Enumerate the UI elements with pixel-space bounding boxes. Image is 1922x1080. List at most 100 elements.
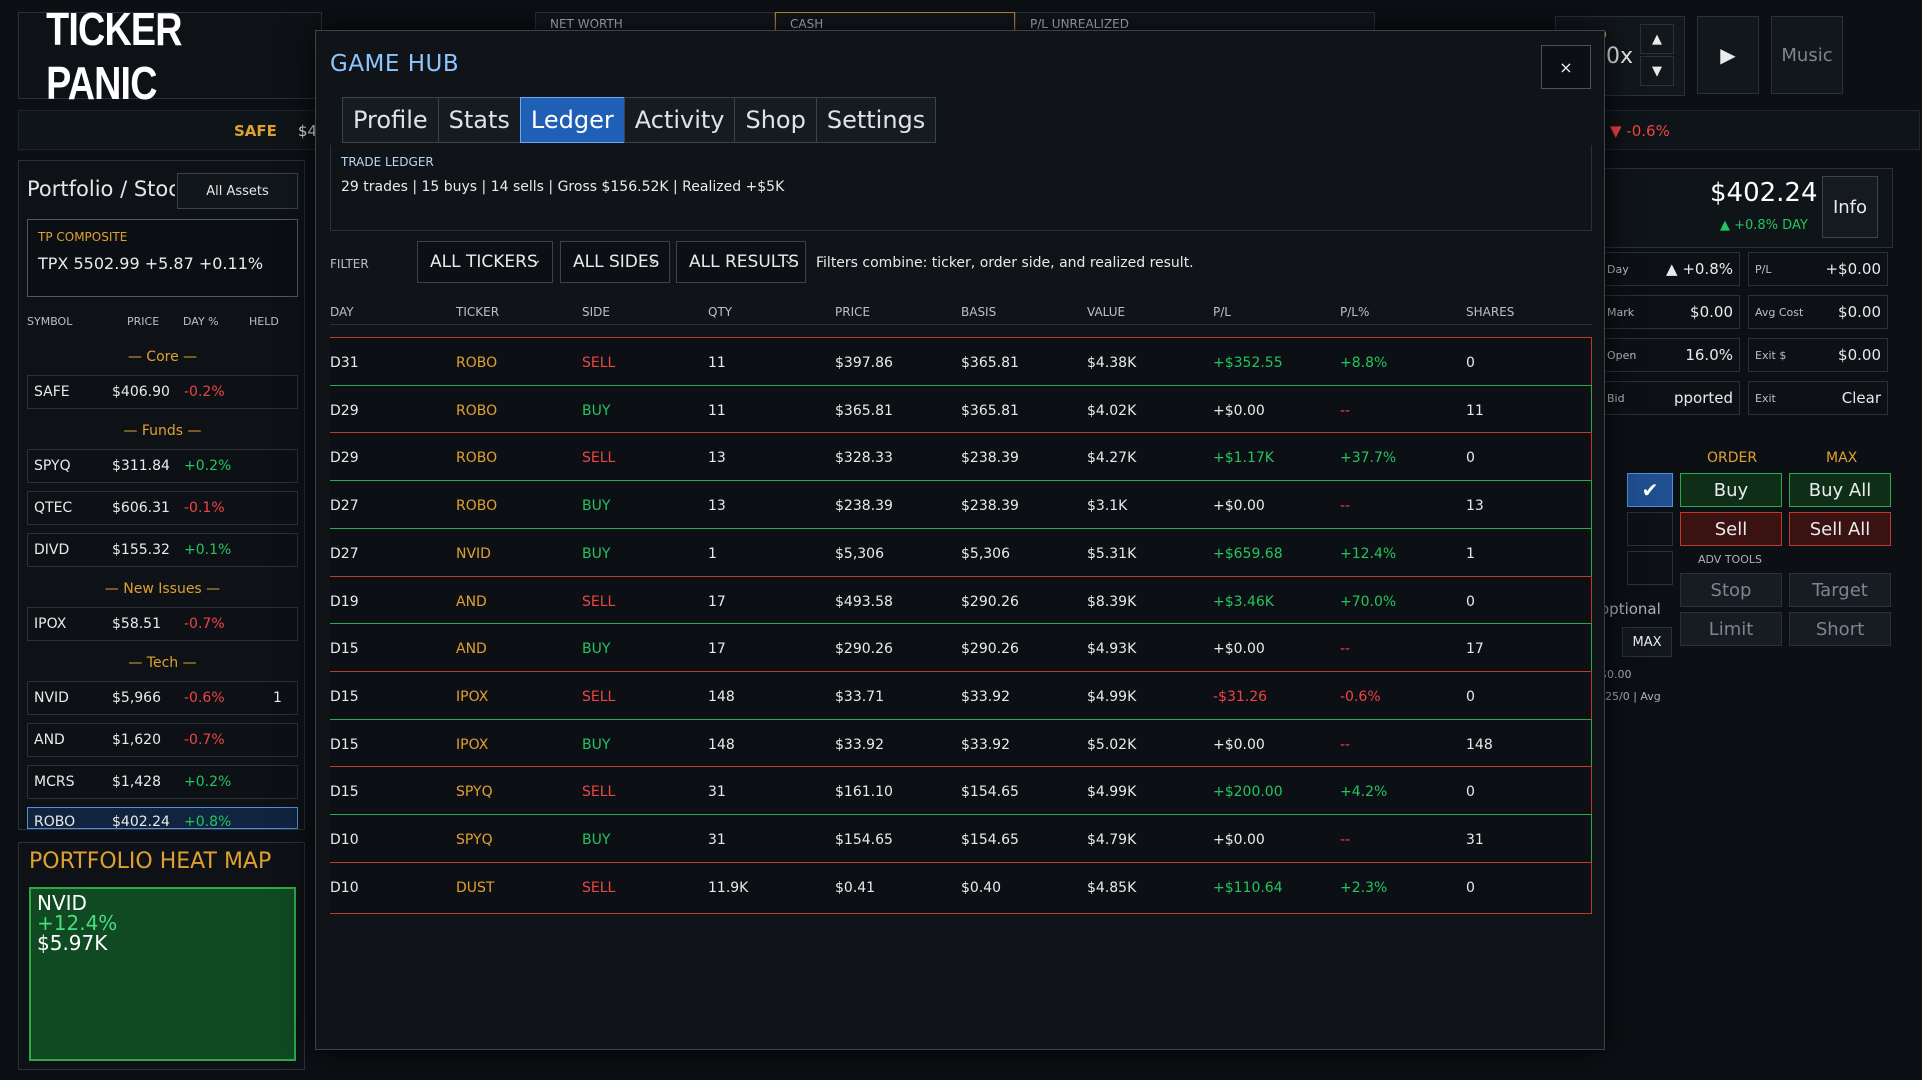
order-footer-cost: $0.00	[1600, 668, 1632, 681]
cell-value: $4.38K	[1087, 355, 1137, 371]
sell-button[interactable]: Sell	[1680, 512, 1782, 546]
watchlist-row[interactable]: NVID $5,966 -0.6% 1	[27, 681, 298, 715]
ledger-row[interactable]: D15 IPOX SELL 148 $33.71 $33.92 $4.99K -$31.26 -…	[330, 670, 1592, 723]
order-checkbox-checked[interactable]: ✔	[1627, 473, 1673, 507]
cell-qty: 13	[708, 498, 726, 515]
speed-down-button[interactable]: ▼	[1640, 56, 1674, 86]
heat-tile-symbol: NVID	[37, 891, 87, 915]
col-side: SIDE	[582, 305, 610, 319]
cell-side: BUY	[582, 545, 611, 562]
watchlist-row[interactable]: IPOX $58.51 -0.7%	[27, 607, 298, 641]
close-button[interactable]: ×	[1541, 45, 1591, 89]
ledger-row[interactable]: D27 NVID BUY 1 $5,306 $5,306 $5.31K +$659.68 +12…	[330, 527, 1592, 580]
side-filter-select[interactable]: ALL SIDES ⌄	[560, 241, 670, 283]
ledger-row[interactable]: D10 DUST SELL 11.9K $0.41 $0.40 $4.85K +$110.64…	[330, 861, 1592, 914]
ledger-row[interactable]: D15 IPOX BUY 148 $33.92 $33.92 $5.02K +$0.00 -- 1…	[330, 718, 1592, 771]
cell-basis: $365.81	[961, 355, 1019, 371]
cell-pl: +$110.64	[1213, 879, 1283, 896]
watchlist-row-selected[interactable]: ROBO $402.24 +0.8%	[27, 807, 298, 829]
stat-exit-price: Exit $ $0.00	[1748, 338, 1888, 372]
watchlist-row[interactable]: QTEC $606.31 -0.1%	[27, 491, 298, 525]
optional-field[interactable]: optional	[1600, 600, 1661, 618]
col-day: DAY %	[183, 315, 219, 328]
sell-all-button[interactable]: Sell All	[1789, 512, 1891, 546]
asset-filter-select[interactable]: All Assets	[177, 173, 298, 209]
ticker-band-change: ▼ -0.6%	[1610, 122, 1670, 140]
modal-tabs: Profile Stats Ledger Activity Shop Setti…	[342, 97, 937, 143]
watchlist-row[interactable]: SAFE $406.90 -0.2%	[27, 375, 298, 409]
portfolio-panel: Portfolio / Stock All Assets TP COMPOSIT…	[18, 160, 305, 830]
cell-price: $0.41	[835, 879, 876, 896]
buy-all-button[interactable]: Buy All	[1789, 473, 1891, 507]
cell-value: $3.1K	[1087, 498, 1128, 515]
cell-side: BUY	[582, 498, 611, 515]
limit-button[interactable]: Limit	[1680, 612, 1782, 646]
cell-side: SELL	[582, 450, 616, 467]
ledger-row[interactable]: D27 ROBO BUY 13 $238.39 $238.39 $3.1K +$0.00 -- 1…	[330, 480, 1592, 533]
quote-price: $402.24	[1710, 178, 1818, 208]
cell-plp: +37.7%	[1340, 450, 1397, 467]
cell-plp: --	[1340, 641, 1351, 658]
cell-value: $4.93K	[1087, 641, 1137, 658]
ticker-band-price: $4	[298, 122, 318, 140]
ledger-row[interactable]: D29 ROBO BUY 11 $365.81 $365.81 $4.02K +$0.00 --…	[330, 384, 1592, 437]
cell-qty: 11	[708, 402, 726, 419]
ticker-filter-select[interactable]: ALL TICKERS ⌄	[417, 241, 553, 283]
cell-plp: -0.6%	[1340, 688, 1381, 705]
watchlist-row[interactable]: MCRS $1,428 +0.2%	[27, 765, 298, 799]
adv-tools-label: ADV TOOLS	[1698, 553, 1762, 566]
ledger-row[interactable]: D10 SPYQ BUY 31 $154.65 $154.65 $4.79K +$0.00 --…	[330, 814, 1592, 866]
heat-map-tile[interactable]: NVID +12.4% $5.97K	[29, 887, 296, 1061]
stat-exit[interactable]: Exit Clear	[1748, 381, 1888, 415]
col-held: HELD	[249, 315, 279, 328]
heat-map-panel: PORTFOLIO HEAT MAP NVID +12.4% $5.97K	[18, 842, 305, 1070]
speed-up-button[interactable]: ▲	[1640, 24, 1674, 54]
cell-price: $5,306	[835, 545, 884, 562]
cell-ticker: ROBO	[456, 402, 498, 419]
cell-shares: 0	[1466, 784, 1475, 801]
tab-profile[interactable]: Profile	[342, 97, 439, 143]
play-button[interactable]: ▶	[1697, 16, 1759, 94]
target-button[interactable]: Target	[1789, 573, 1891, 607]
ledger-row[interactable]: D15 AND BUY 17 $290.26 $290.26 $4.93K +$0.00 -- 1…	[330, 623, 1592, 676]
cell-side: BUY	[582, 736, 611, 753]
result-filter-select[interactable]: ALL RESULTS ⌄	[676, 241, 806, 283]
stat-open: Open 16.0%	[1600, 338, 1740, 372]
ledger-row[interactable]: D15 SPYQ SELL 31 $161.10 $154.65 $4.99K +$200.0…	[330, 766, 1592, 819]
order-checkbox[interactable]	[1627, 512, 1673, 546]
tab-stats[interactable]: Stats	[437, 97, 521, 143]
ledger-row[interactable]: D31 ROBO SELL 11 $397.86 $365.81 $4.38K +$352.5…	[330, 337, 1592, 389]
max-qty-button[interactable]: MAX	[1622, 627, 1672, 657]
portfolio-title: Portfolio / Stock	[27, 177, 175, 201]
tab-activity[interactable]: Activity	[623, 97, 736, 143]
watchlist-row[interactable]: DIVD $155.32 +0.1%	[27, 533, 298, 567]
short-button[interactable]: Short	[1789, 612, 1891, 646]
tab-shop[interactable]: Shop	[734, 97, 817, 143]
cell-day: D29	[330, 450, 359, 467]
stop-button[interactable]: Stop	[1680, 573, 1782, 607]
cell-qty: 11.9K	[708, 879, 749, 896]
tab-settings[interactable]: Settings	[815, 97, 937, 143]
info-button[interactable]: Info	[1822, 176, 1878, 238]
cell-value: $5.02K	[1087, 736, 1137, 753]
cell-shares: 11	[1466, 402, 1484, 419]
modal-title: GAME HUB	[330, 51, 460, 77]
watchlist-row[interactable]: AND $1,620 -0.7%	[27, 723, 298, 757]
cell-basis: $154.65	[961, 784, 1019, 801]
watchlist-row[interactable]: SPYQ $311.84 +0.2%	[27, 449, 298, 483]
stat-mark: Mark $0.00	[1600, 295, 1740, 329]
chevron-down-icon: ⌄	[783, 252, 795, 268]
tab-ledger[interactable]: Ledger	[519, 97, 625, 143]
ledger-row[interactable]: D19 AND SELL 17 $493.58 $290.26 $8.39K +$3.46K +…	[330, 575, 1592, 628]
ledger-row[interactable]: D29 ROBO SELL 13 $328.33 $238.39 $4.27K +$1.17K…	[330, 432, 1592, 485]
cell-value: $4.27K	[1087, 450, 1137, 467]
cell-basis: $238.39	[961, 498, 1019, 515]
order-checkbox[interactable]	[1627, 551, 1673, 585]
cell-pl: +$0.00	[1213, 498, 1265, 515]
cell-shares: 148	[1466, 736, 1493, 753]
buy-button[interactable]: Buy	[1680, 473, 1782, 507]
cell-plp: +8.8%	[1340, 355, 1388, 371]
music-button[interactable]: Music	[1771, 16, 1843, 94]
cell-ticker: IPOX	[456, 688, 489, 705]
cell-shares: 13	[1466, 498, 1484, 515]
